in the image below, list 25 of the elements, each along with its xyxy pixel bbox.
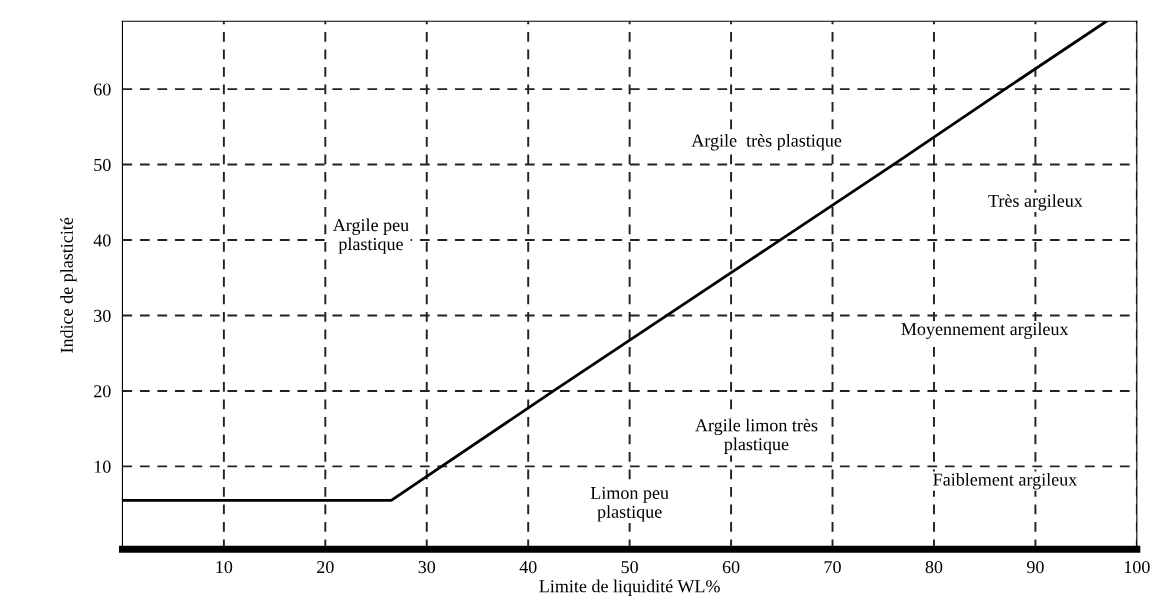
x-tick-label: 10 [216, 560, 233, 574]
annotation: Faiblement argileux [933, 473, 1078, 490]
x-axis-title: Limite de liquidité WL% [539, 579, 720, 596]
y-axis-title: Indice de plasticité [60, 217, 77, 353]
annotation: Argile peu plastique [332, 218, 409, 254]
x-tick-label: 80 [925, 560, 943, 574]
x-tick-label: 70 [824, 560, 841, 574]
y-tick-label: 40 [93, 234, 111, 247]
y-tick-label: 50 [94, 158, 111, 172]
y-tick-label: 20 [94, 385, 111, 398]
x-tick-label: 60 [722, 560, 740, 574]
y-tick-label: 60 [94, 83, 111, 96]
x-tick-label: 100 [1124, 560, 1150, 574]
x-tick-label: 40 [519, 560, 537, 574]
annotation: Argile très plastique [691, 133, 842, 151]
annotation: Limon peu plastique [590, 486, 669, 522]
annotation: Très argileux [988, 194, 1083, 211]
annotation: Argile limon très plastique [695, 418, 818, 454]
y-tick-label: 10 [94, 460, 111, 473]
annotation: Moyennement argileux [901, 322, 1069, 339]
x-tick-label: 50 [621, 560, 638, 574]
y-tick-label: 30 [94, 309, 111, 322]
x-tick-label: 90 [1026, 560, 1044, 574]
x-tick-label: 30 [418, 560, 436, 574]
x-tick-label: 20 [317, 560, 334, 574]
